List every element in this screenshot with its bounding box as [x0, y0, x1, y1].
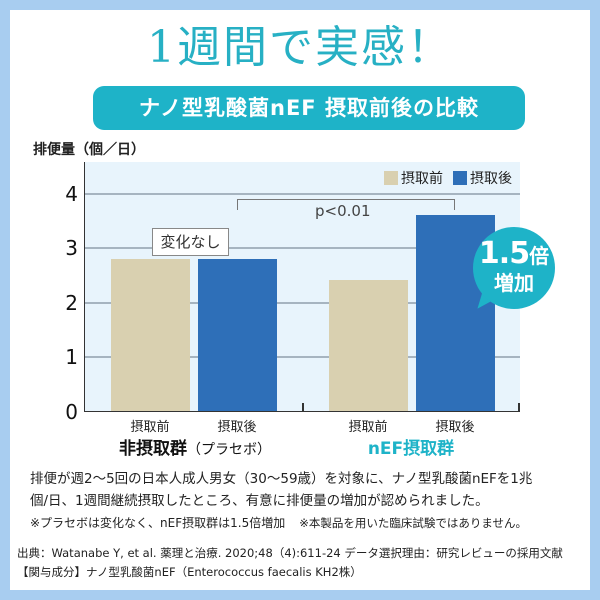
legend-swatch-after	[453, 171, 467, 185]
x-label-placebo-after: 摂取後	[217, 420, 257, 435]
y-tick-0: 0	[65, 400, 78, 424]
y-tick-3: 3	[65, 236, 78, 260]
bar-nef-before	[329, 280, 408, 411]
gridline-4	[85, 193, 520, 195]
x-label-nef-after: 摂取後	[435, 420, 475, 435]
chart-title-banner: ナノ型乳酸菌nEF 摂取前後の比較	[93, 86, 525, 130]
no-change-label: 変化なし	[152, 228, 229, 256]
placebo-note: ※プラセボは変化なく、nEF摂取群は1.5倍増加	[30, 516, 286, 530]
group-label-placebo: 非摂取群（プラセボ）	[119, 439, 271, 459]
x-label-nef-before: 摂取前	[348, 420, 388, 435]
axis-end-tick	[518, 403, 520, 411]
y-tick-1: 1	[65, 345, 78, 369]
study-description: 排便が週2～5回の日本人成人男女（30～59歳）を対象に、ナノ型乳酸菌nEFを1…	[30, 471, 533, 530]
y-tick-4: 4	[65, 182, 78, 206]
disclaimer-note: ※本製品を用いた臨床試験ではありません。	[299, 516, 528, 530]
y-tick-2: 2	[65, 291, 78, 315]
bar-placebo-after	[198, 259, 277, 411]
plot-area: 摂取前 摂取後 p<0.01 変化なし	[84, 162, 520, 412]
group-label-nef: nEF摂取群	[367, 439, 455, 459]
gridline-2	[85, 302, 520, 304]
increase-badge: 1.5倍 増加	[473, 227, 555, 309]
legend-item-before: 摂取前	[384, 168, 443, 188]
bar-placebo-before	[111, 259, 190, 411]
group-divider-tick	[302, 403, 304, 411]
p-value-label: p<0.01	[315, 202, 371, 220]
headline: 1週間で実感！	[147, 22, 453, 73]
y-axis-label: 排便量（個／日）	[33, 142, 145, 158]
gridline-3	[85, 247, 520, 249]
significance-bracket	[237, 199, 455, 210]
gridline-1	[85, 356, 520, 358]
x-label-placebo-before: 摂取前	[130, 420, 170, 435]
legend-item-after: 摂取後	[453, 168, 512, 188]
legend-swatch-before	[384, 171, 398, 185]
source-citation: 出典：Watanabe Y, et al. 薬理と治療. 2020;48（4):…	[17, 546, 563, 579]
legend: 摂取前 摂取後	[384, 168, 512, 188]
